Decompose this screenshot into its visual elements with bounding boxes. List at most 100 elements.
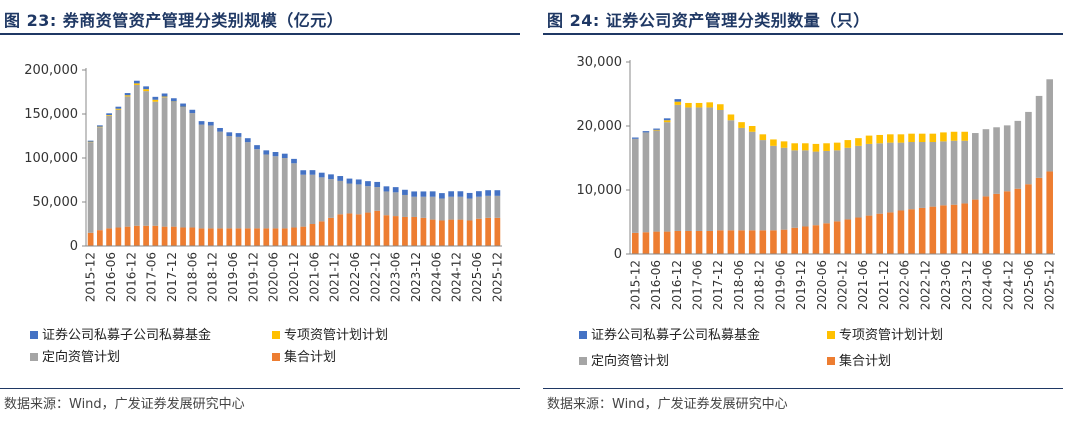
bar-segment bbox=[940, 205, 947, 254]
x-tick-label: 2019-06 bbox=[226, 252, 240, 302]
bar-segment bbox=[161, 97, 168, 227]
bar-segment bbox=[143, 91, 149, 226]
bar-segment bbox=[717, 110, 724, 231]
legend-swatch-private-fund bbox=[579, 331, 587, 339]
bar-segment bbox=[457, 219, 464, 246]
bar-segment bbox=[897, 134, 905, 143]
bar-segment bbox=[929, 133, 937, 142]
bar-segment bbox=[663, 231, 671, 254]
bar-segment bbox=[770, 139, 777, 146]
bar-segment bbox=[411, 196, 418, 217]
right-legend: 证券公司私募子公司私募基金 专项资管计划计划 定向资管计划 集合计划 bbox=[579, 327, 1063, 371]
bar-segment bbox=[235, 133, 242, 137]
bar-segment bbox=[908, 133, 915, 142]
bar-segment bbox=[392, 192, 399, 217]
bar-segment bbox=[133, 225, 140, 246]
bar-segment bbox=[865, 215, 873, 254]
bar-segment bbox=[1046, 171, 1053, 254]
bar-segment bbox=[961, 140, 968, 204]
bar-segment bbox=[887, 134, 894, 143]
bar-segment bbox=[653, 130, 660, 232]
bar-segment bbox=[642, 232, 650, 254]
bar-segment bbox=[485, 217, 491, 246]
legend-label-collective: 集合计划 bbox=[839, 354, 892, 369]
bar-segment bbox=[908, 209, 915, 254]
bar-segment bbox=[152, 99, 159, 102]
bar-segment bbox=[106, 115, 112, 229]
bar-segment bbox=[706, 230, 713, 254]
bar-segment bbox=[170, 226, 177, 246]
bar-segment bbox=[918, 133, 926, 142]
bar-segment bbox=[244, 142, 251, 229]
bar-segment bbox=[439, 193, 445, 199]
bar-segment bbox=[365, 212, 371, 246]
bar-segment bbox=[876, 143, 883, 214]
legend-label-directional: 定向资管计划 bbox=[42, 350, 121, 365]
y-tick-label: 50,000 bbox=[33, 195, 79, 210]
bar-segment bbox=[374, 187, 381, 211]
bar-segment bbox=[309, 174, 316, 224]
y-tick-label: 10,000 bbox=[577, 183, 623, 198]
bar-segment bbox=[161, 96, 168, 98]
bar-segment bbox=[457, 196, 464, 220]
bar-segment bbox=[337, 176, 344, 181]
bar-segment bbox=[748, 126, 756, 132]
bar-segment bbox=[365, 181, 371, 187]
x-tick-label: 2017-06 bbox=[145, 252, 159, 302]
x-tick-label: 2024-12 bbox=[450, 252, 464, 302]
bar-segment bbox=[466, 192, 473, 199]
bar-segment bbox=[674, 104, 682, 231]
bar-segment bbox=[791, 227, 798, 254]
bar-segment bbox=[812, 225, 820, 254]
bar-segment bbox=[632, 138, 639, 233]
bar-segment bbox=[124, 226, 131, 246]
x-tick-label: 2016-06 bbox=[649, 260, 663, 310]
legend-swatch-directional bbox=[30, 353, 38, 361]
bar-segment bbox=[961, 203, 968, 254]
bar-segment bbox=[685, 102, 692, 108]
bar-segment bbox=[309, 224, 316, 246]
legend-swatch-directional bbox=[579, 357, 587, 365]
bar-segment bbox=[402, 189, 408, 195]
bar-segment bbox=[695, 102, 703, 108]
bar-segment bbox=[457, 191, 464, 197]
bar-segment bbox=[950, 140, 958, 205]
bar-segment bbox=[429, 219, 436, 246]
bar-segment bbox=[87, 141, 94, 143]
bar-segment bbox=[632, 137, 639, 139]
bar-segment bbox=[272, 156, 279, 229]
legend-swatch-collective bbox=[827, 357, 835, 365]
left-stacked-bar-chart: 0 50,000 100,000 150,000 200,000 2015-12 2016-… bbox=[24, 63, 504, 302]
bar-segment bbox=[189, 109, 196, 114]
bar-segment bbox=[161, 226, 168, 246]
right-chart-panel: 图 24: 证券公司资产管理分类别数量（只） 0 10,000 20,000 30,0… bbox=[543, 0, 1080, 422]
x-tick-label: 2018-12 bbox=[206, 252, 220, 302]
x-tick-label: 2016-06 bbox=[104, 252, 118, 302]
bar-segment bbox=[235, 136, 242, 229]
bar-segment bbox=[207, 228, 214, 246]
x-tick-label: 2022-12 bbox=[918, 260, 932, 310]
bar-segment bbox=[780, 147, 788, 230]
x-tick-label: 2020-12 bbox=[836, 260, 850, 310]
bar-segment bbox=[982, 196, 990, 254]
bar-segment bbox=[180, 103, 186, 107]
bar-segment bbox=[143, 89, 149, 92]
x-tick-label: 2025-06 bbox=[470, 252, 484, 302]
bar-segment bbox=[993, 127, 1000, 194]
bar-segment bbox=[402, 216, 408, 246]
bar-segment bbox=[207, 121, 214, 126]
bar-segment bbox=[189, 227, 196, 246]
right-chart-title: 图 24: 证券公司资产管理分类别数量（只） bbox=[547, 11, 870, 30]
legend-swatch-special bbox=[272, 331, 280, 339]
bar-segment bbox=[812, 143, 820, 152]
bar-segment bbox=[706, 107, 713, 231]
bar-segment bbox=[392, 216, 399, 246]
bar-segment bbox=[318, 221, 325, 246]
bar-segment bbox=[876, 134, 883, 144]
bar-segment bbox=[383, 186, 390, 192]
bar-segment bbox=[674, 101, 682, 105]
right-legend-collective: 集合计划 bbox=[827, 353, 891, 371]
bar-segment bbox=[1035, 95, 1043, 178]
right-title-rule bbox=[543, 33, 1063, 35]
x-tick-label: 2016-12 bbox=[124, 252, 138, 302]
